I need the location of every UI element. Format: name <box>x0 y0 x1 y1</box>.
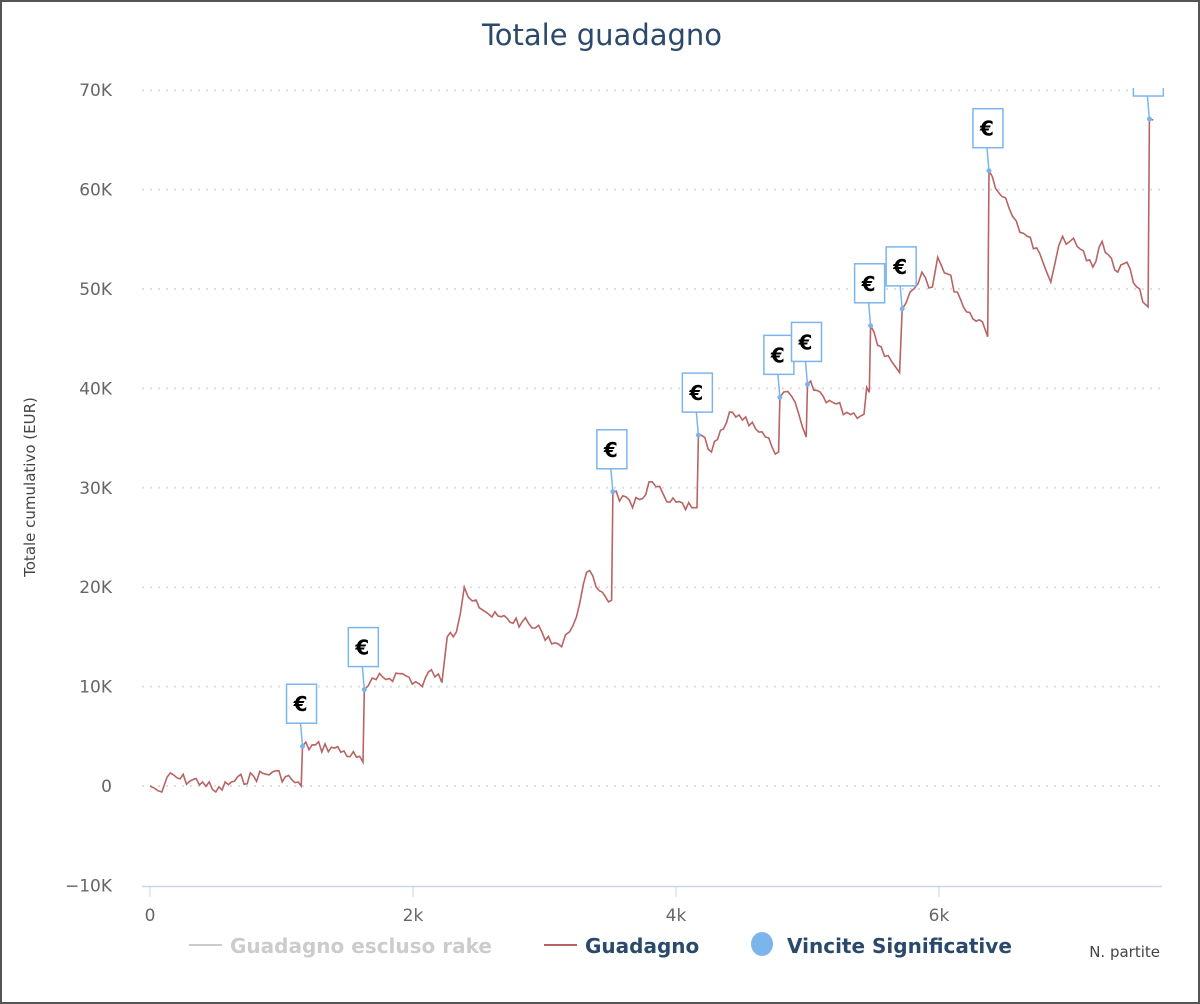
significant-win-flag[interactable]: € <box>1132 57 1164 122</box>
legend-item-escluso-rake[interactable]: Guadagno escluso rake <box>230 934 492 958</box>
significant-win-flag[interactable]: € <box>763 334 795 400</box>
flag-box <box>285 683 318 724</box>
significant-win-flag[interactable]: € <box>681 372 714 438</box>
flag-box <box>596 429 628 470</box>
flag-stem <box>804 361 809 385</box>
flag-stem <box>867 302 872 326</box>
win-point <box>868 323 874 329</box>
flag-stem <box>986 147 990 171</box>
euro-icon: € <box>688 381 703 405</box>
y-tick-label: 20K <box>79 578 113 598</box>
euro-icon: € <box>354 636 369 660</box>
flag-box <box>347 626 380 668</box>
x-tick-label: 4k <box>666 906 687 926</box>
significant-win-flag[interactable]: € <box>790 321 823 387</box>
euro-icon: € <box>293 692 308 716</box>
win-point <box>986 168 992 174</box>
win-point <box>777 394 783 400</box>
y-tick-label: 10K <box>79 678 113 698</box>
win-point <box>899 306 905 312</box>
chart-title: Totale guadagno <box>481 18 722 52</box>
significant-win-flag[interactable]: € <box>285 683 318 749</box>
euro-icon: € <box>1139 65 1154 89</box>
y-tick-label: 60K <box>79 181 113 201</box>
euro-icon: € <box>770 343 785 367</box>
significant-win-flag[interactable]: € <box>596 429 628 495</box>
x-tick-label: 0 <box>145 906 156 926</box>
flag-box <box>790 321 823 363</box>
euro-icon: € <box>979 117 994 141</box>
flag-box <box>763 334 795 376</box>
flag-stem <box>899 285 903 309</box>
y-axis-label: Totale cumulativo (EUR) <box>21 397 39 578</box>
win-point <box>610 489 616 495</box>
legend-item-guadagno[interactable]: Guadagno <box>585 934 699 958</box>
y-tick-label: 30K <box>79 479 113 499</box>
euro-icon: € <box>603 438 618 462</box>
flag-stem <box>777 374 781 398</box>
flag-stem <box>610 468 614 492</box>
series-line-guadagno <box>149 117 1154 794</box>
euro-icon: € <box>861 272 876 296</box>
legend-symbol-vincite <box>751 932 773 956</box>
y-tick-label: 0 <box>101 777 112 797</box>
flag-box <box>1132 88 1164 97</box>
flag-box <box>885 246 917 287</box>
significant-win-flag[interactable]: € <box>347 626 380 693</box>
flag-box <box>681 372 714 413</box>
x-tick-label: 2k <box>403 906 424 926</box>
y-tick-label: 70K <box>79 81 113 101</box>
y-tick-label: 50K <box>79 280 113 300</box>
flag-stem <box>1146 95 1151 120</box>
flag-stem <box>695 412 700 436</box>
win-point <box>1146 116 1152 122</box>
flag-box <box>972 107 1004 149</box>
win-point <box>300 743 306 749</box>
win-point <box>695 432 701 438</box>
euro-icon: € <box>798 330 813 354</box>
flag-stem <box>299 723 304 747</box>
y-tick-label: −10K <box>65 876 113 896</box>
x-tick-label: 6k <box>929 906 950 926</box>
euro-icon: € <box>892 255 907 279</box>
significant-win-flag[interactable]: € <box>853 263 886 329</box>
x-axis-label: N. partite <box>1089 943 1160 961</box>
flag-stem <box>361 666 366 690</box>
flag-box <box>853 263 886 304</box>
win-point <box>361 687 367 693</box>
win-point <box>805 381 810 387</box>
legend-item-vincite[interactable]: Vincite Significative <box>787 934 1012 958</box>
y-tick-label: 40K <box>79 379 113 399</box>
significant-win-flag[interactable]: € <box>972 107 1004 174</box>
significant-win-flag[interactable]: € <box>885 246 917 312</box>
